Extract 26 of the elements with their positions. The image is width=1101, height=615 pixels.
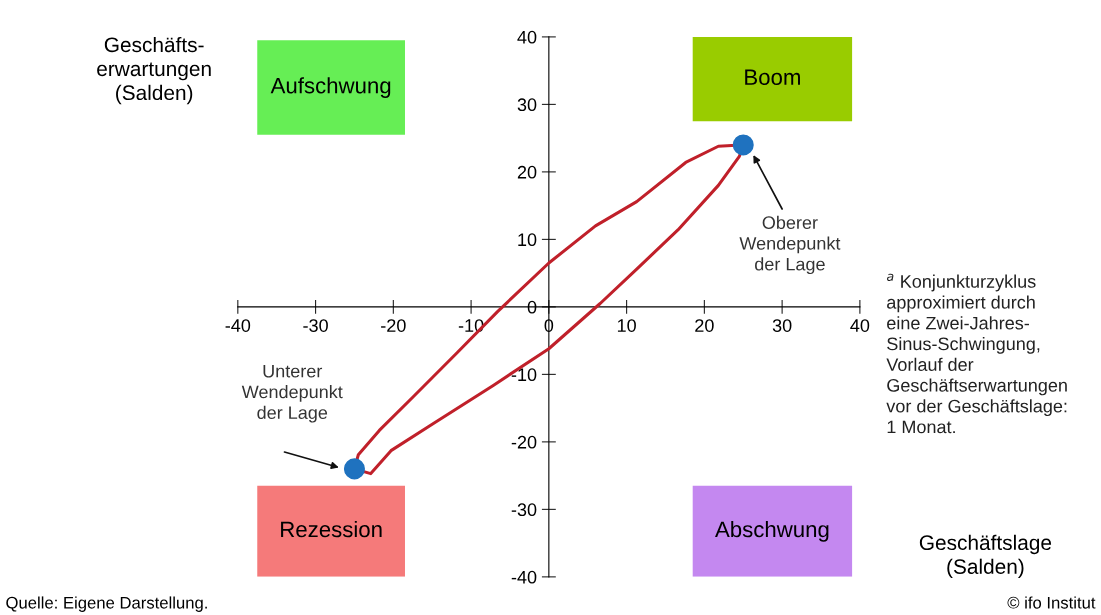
y-axis-title: Geschäfts- erwartungen (Salden): [97, 36, 211, 105]
x-tick-label: 30: [772, 319, 792, 332]
y-tick-label: -20: [511, 435, 537, 449]
text: © ifo Institut: [1007, 596, 1096, 609]
x-tick-label: -20: [381, 319, 406, 332]
annotation: Boom: [745, 69, 800, 86]
y-tick-label: 40: [517, 30, 537, 44]
y-tick-label: -40: [511, 570, 537, 584]
x-tick-label: 40: [850, 319, 870, 332]
x-axis-title: Geschäftslage (Salden): [919, 534, 1052, 579]
y-tick-label: -30: [511, 503, 537, 517]
annotation: Oberer Wendepunkt der Lage: [739, 215, 841, 275]
annotation: Aufschwung: [270, 77, 391, 98]
source-note: Quelle: Eigene Darstellung.: [6, 596, 207, 612]
y-tick-label: 20: [517, 165, 537, 179]
x-tick-label: 20: [695, 319, 714, 332]
annotation: Abschwung: [715, 520, 829, 542]
x-tick-label: -30: [303, 319, 328, 332]
y-tick-label: 10: [518, 233, 537, 247]
x-tick-label: 10: [617, 319, 636, 332]
y-tick-label: 30: [517, 98, 537, 112]
y-tick-label: -10: [511, 368, 537, 382]
text: $^{a}$ Konjunkturzyklus approximiert durch eine Zwei-Jahres- Sinus-Schwingung, Vorlauf der Geschäftserwartungen vor der Geschäftslage: 1 Monat.: [886, 273, 1067, 434]
annotation: Rezession: [281, 520, 382, 538]
annotation: Unterer Wendepunkt der Lage: [241, 364, 343, 423]
x-tick-label: -40: [225, 319, 251, 332]
